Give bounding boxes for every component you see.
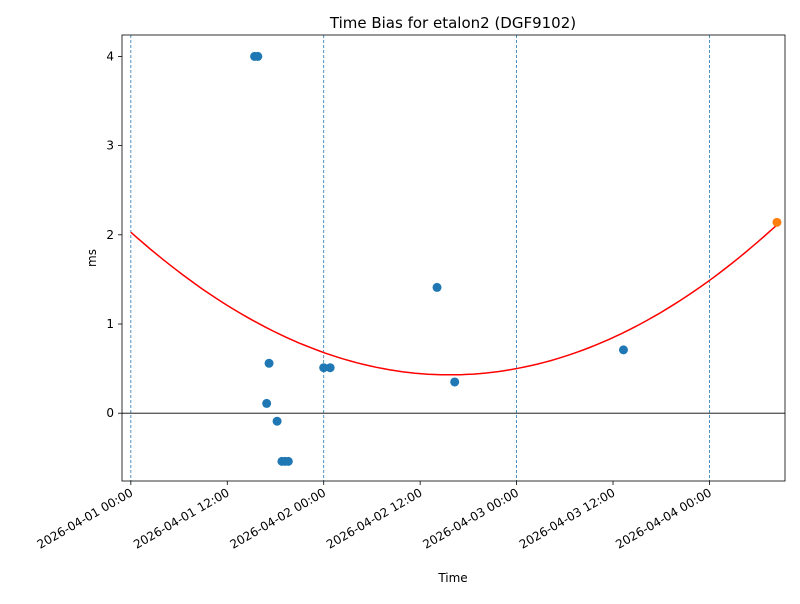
x-tick-label: 2026-04-03 12:00 [517, 485, 618, 551]
y-tick-label: 3 [106, 139, 114, 153]
x-tick-label: 2026-04-01 00:00 [35, 485, 136, 551]
y-axis-label: ms [85, 249, 99, 267]
y-tick-label: 1 [106, 317, 114, 331]
x-tick-label: 2026-04-02 00:00 [228, 485, 329, 551]
x-axis-label: Time [437, 571, 467, 585]
x-tick-label: 2026-04-02 12:00 [324, 485, 425, 551]
fit-curve [130, 224, 778, 376]
data-point [272, 416, 282, 426]
y-tick-label: 2 [106, 228, 114, 242]
data-point [262, 398, 272, 408]
prediction-point [772, 217, 782, 227]
chart-title: Time Bias for etalon2 (DGF9102) [329, 14, 576, 32]
x-tick-label: 2026-04-03 00:00 [420, 485, 521, 551]
data-point [325, 363, 335, 373]
x-tick-label: 2026-04-04 00:00 [613, 485, 714, 551]
data-point [432, 282, 442, 292]
data-point [283, 456, 293, 466]
data-point [618, 345, 628, 355]
data-point [450, 377, 460, 387]
y-tick-label: 4 [106, 49, 114, 63]
data-point [264, 358, 274, 368]
x-tick-label: 2026-04-01 12:00 [131, 485, 232, 551]
y-tick-label: 0 [106, 406, 114, 420]
data-point [253, 51, 263, 61]
plot-frame [121, 34, 786, 482]
data-point [319, 363, 329, 373]
